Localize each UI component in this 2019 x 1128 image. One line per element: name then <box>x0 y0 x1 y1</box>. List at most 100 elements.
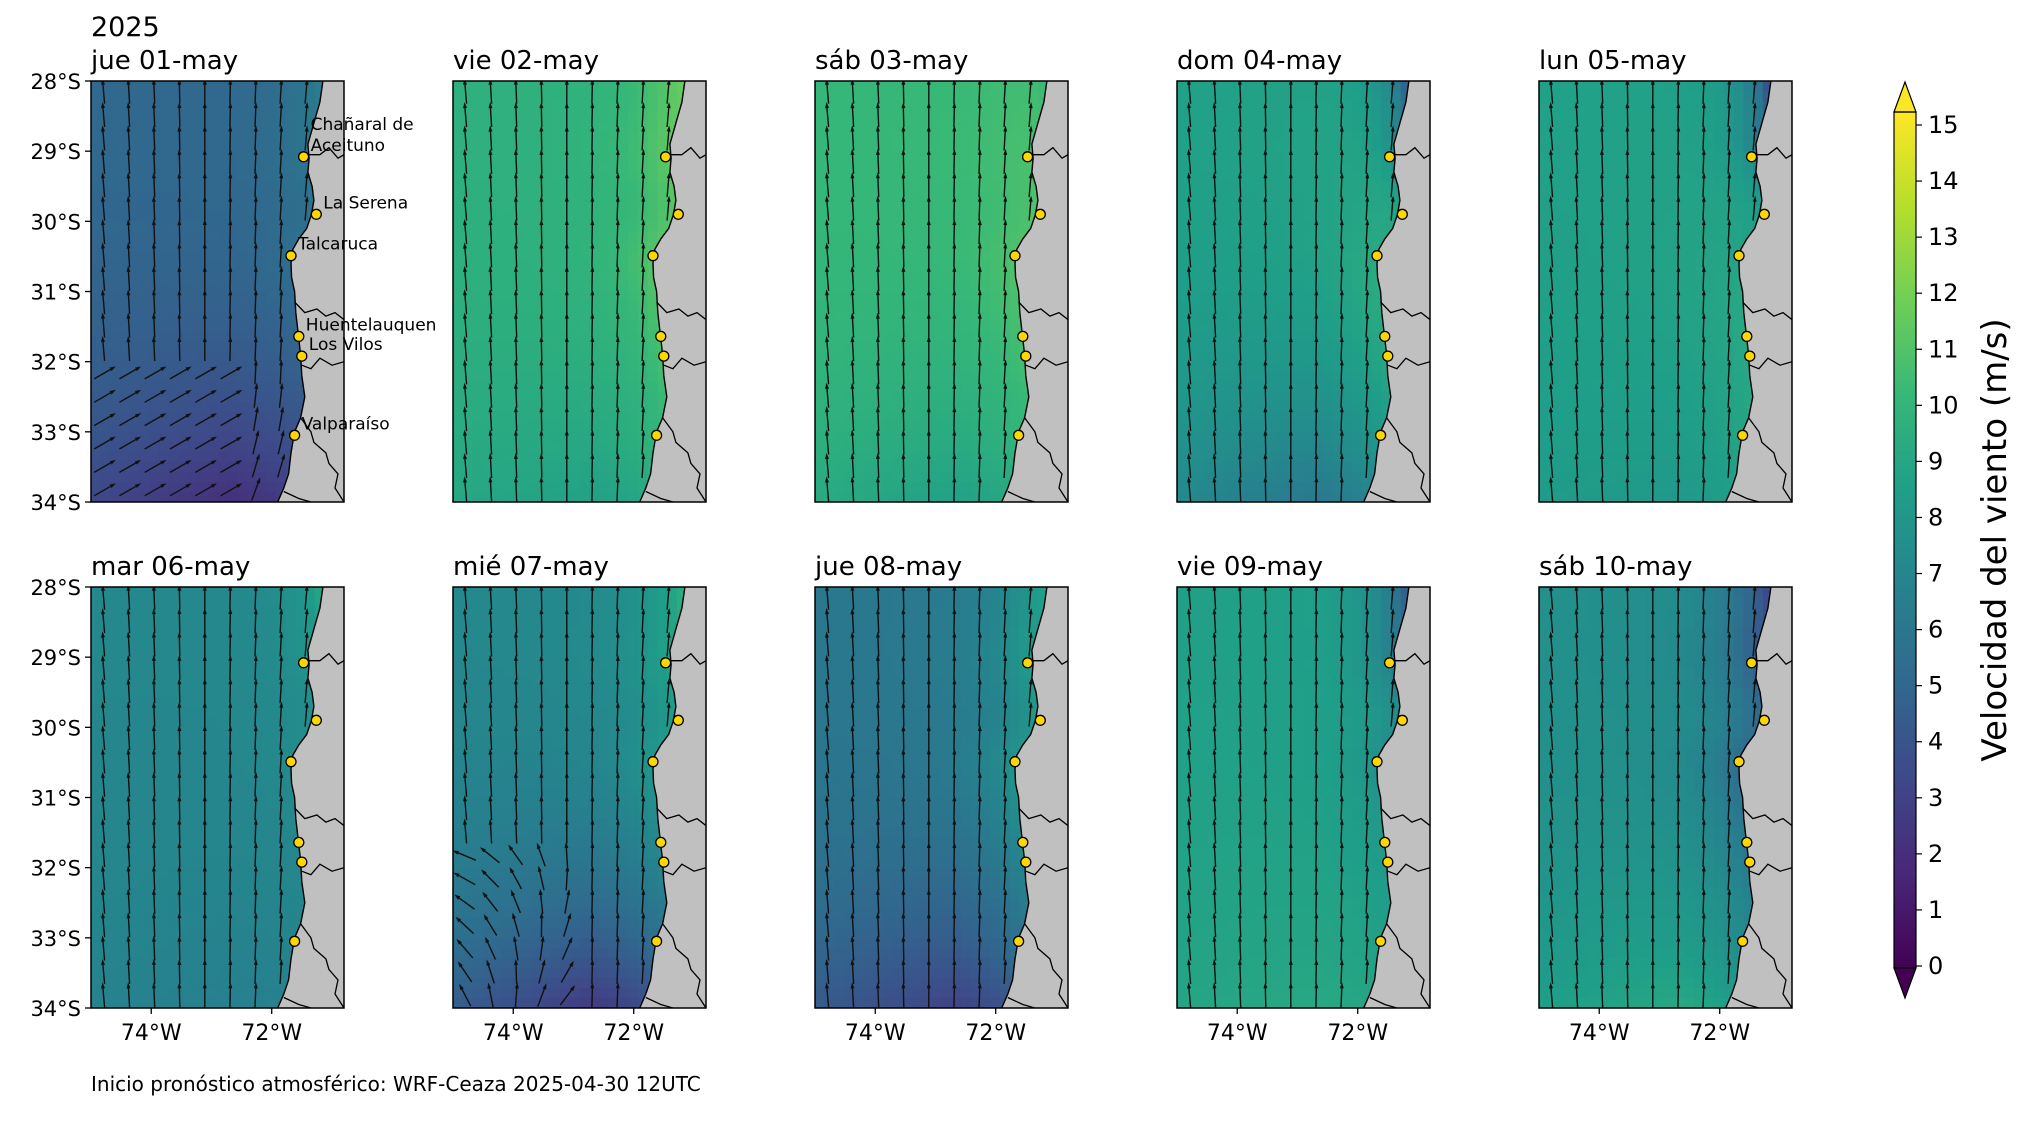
wind-arrow <box>178 175 181 198</box>
speed-cell <box>883 281 894 293</box>
speed-cell <box>521 91 532 102</box>
speed-cell <box>482 231 493 242</box>
speed-cell <box>110 151 121 162</box>
speed-cell <box>834 461 845 473</box>
speed-cell <box>1342 211 1353 222</box>
speed-cell <box>647 181 658 192</box>
wind-arrow <box>641 268 645 291</box>
speed-cell <box>91 101 102 112</box>
speed-cell <box>1038 91 1050 102</box>
wind-arrow-head <box>279 195 284 202</box>
speed-cell <box>1196 281 1207 293</box>
wind-arrow-head <box>825 289 829 296</box>
speed-cell <box>589 171 600 182</box>
speed-cell <box>159 471 170 483</box>
speed-cell <box>815 81 826 92</box>
speed-cell <box>853 91 865 102</box>
speed-cell <box>1361 211 1373 222</box>
speed-cell <box>1264 191 1275 202</box>
region-border <box>663 357 706 370</box>
wind-arrow-head <box>256 477 261 484</box>
speed-cell <box>129 251 141 263</box>
speed-cell <box>1196 111 1207 122</box>
wind-arrow <box>254 292 257 315</box>
speed-cell <box>305 201 316 212</box>
speed-cell <box>883 161 894 172</box>
speed-cell <box>207 451 219 463</box>
speed-cell <box>1274 121 1285 132</box>
wind-arrow-head <box>126 195 131 202</box>
speed-cell <box>589 351 600 363</box>
wind-arrow-head <box>825 125 829 132</box>
speed-cell <box>550 281 561 293</box>
speed-cell <box>560 371 571 383</box>
speed-cell <box>110 391 121 403</box>
speed-cell <box>1264 201 1275 212</box>
speed-cell <box>863 461 874 473</box>
speed-cell <box>207 111 219 122</box>
speed-cell <box>1215 271 1227 283</box>
speed-cell <box>198 421 209 433</box>
speed-cell <box>521 331 532 343</box>
speed-cell <box>129 321 141 333</box>
speed-cell <box>912 131 923 142</box>
speed-cell <box>453 111 464 122</box>
speed-cell <box>941 181 952 192</box>
wind-arrow <box>877 409 880 432</box>
speed-cell <box>1009 381 1020 393</box>
speed-cell <box>941 241 952 252</box>
wind-arrow <box>1028 198 1032 221</box>
speed-cell <box>863 131 874 142</box>
speed-cell <box>295 121 306 132</box>
speed-cell <box>540 151 551 162</box>
speed-cell <box>472 491 483 502</box>
speed-cell <box>960 421 972 433</box>
wind-arrow-head <box>253 102 258 109</box>
speed-cell <box>1274 191 1285 202</box>
speed-cell <box>530 181 542 192</box>
wind-arrow <box>489 175 493 198</box>
speed-cell <box>540 291 551 303</box>
speed-cell <box>999 141 1011 152</box>
wind-arrow <box>978 409 981 432</box>
speed-cell <box>853 161 865 172</box>
wind-arrow-head <box>615 219 620 226</box>
speed-cell <box>980 481 991 493</box>
wind-arrow <box>489 432 493 455</box>
speed-cell <box>521 441 532 453</box>
speed-cell <box>883 341 894 353</box>
speed-cell <box>560 171 571 182</box>
speed-cell <box>159 111 170 122</box>
speed-cell <box>922 351 933 363</box>
speed-cell <box>246 251 258 263</box>
speed-cell <box>824 241 836 252</box>
speed-cell <box>902 411 913 423</box>
speed-cell <box>1196 351 1207 363</box>
speed-cell <box>227 471 238 483</box>
wind-arrow-head <box>901 452 906 459</box>
wind-arrow <box>169 413 190 427</box>
speed-cell <box>91 331 102 343</box>
speed-cell <box>941 291 952 303</box>
wind-arrow <box>229 292 232 315</box>
speed-cell <box>922 251 933 263</box>
speed-cell <box>1196 201 1207 212</box>
wind-arrow-head <box>850 359 855 366</box>
speed-cell <box>844 241 855 252</box>
speed-cell <box>647 371 658 383</box>
wind-arrow <box>254 151 257 174</box>
wind-arrow <box>229 315 232 338</box>
speed-cell <box>628 421 639 433</box>
wind-arrow-head <box>488 219 493 226</box>
speed-cell <box>472 461 483 473</box>
speed-cell <box>657 381 668 393</box>
speed-cell <box>159 331 170 343</box>
region-border <box>301 357 344 370</box>
speed-cell <box>853 481 865 493</box>
speed-cell <box>922 131 933 142</box>
wind-arrow <box>851 455 855 478</box>
speed-cell <box>667 91 678 102</box>
wind-arrow-head <box>590 336 595 342</box>
speed-cell <box>129 451 141 463</box>
speed-cell <box>1293 161 1305 172</box>
